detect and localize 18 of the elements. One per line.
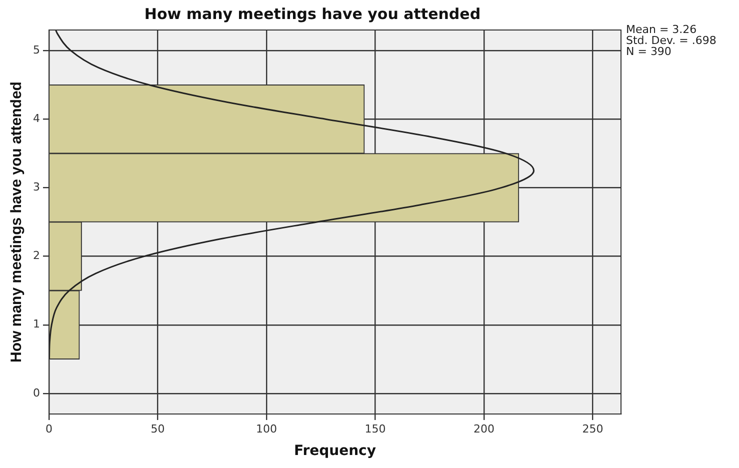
y-tick-label: 0 xyxy=(33,386,40,400)
x-tick-label: 200 xyxy=(473,422,494,436)
y-tick-label: 5 xyxy=(33,43,40,56)
chart-title: How many meetings have you attended xyxy=(144,4,481,23)
y-tick-label: 2 xyxy=(33,249,40,262)
x-tick-label: 250 xyxy=(582,422,604,436)
x-tick-label: 150 xyxy=(364,422,386,436)
x-tick-label: 50 xyxy=(150,422,165,436)
text: Mean = 3.26 xyxy=(626,23,697,36)
x-axis-title: Frequency xyxy=(294,443,376,460)
y-tick-label: 4 xyxy=(33,112,40,125)
y-tick-label: 1 xyxy=(33,318,40,331)
x-tick-label: 0 xyxy=(46,422,52,436)
text: N = 390 xyxy=(626,45,672,58)
text: Std. Dev. = .698 xyxy=(626,34,716,47)
y-axis-title: How many meetings have you attended xyxy=(8,82,26,362)
y-tick-label: 3 xyxy=(33,180,40,194)
x-tick-label: 100 xyxy=(256,422,277,436)
